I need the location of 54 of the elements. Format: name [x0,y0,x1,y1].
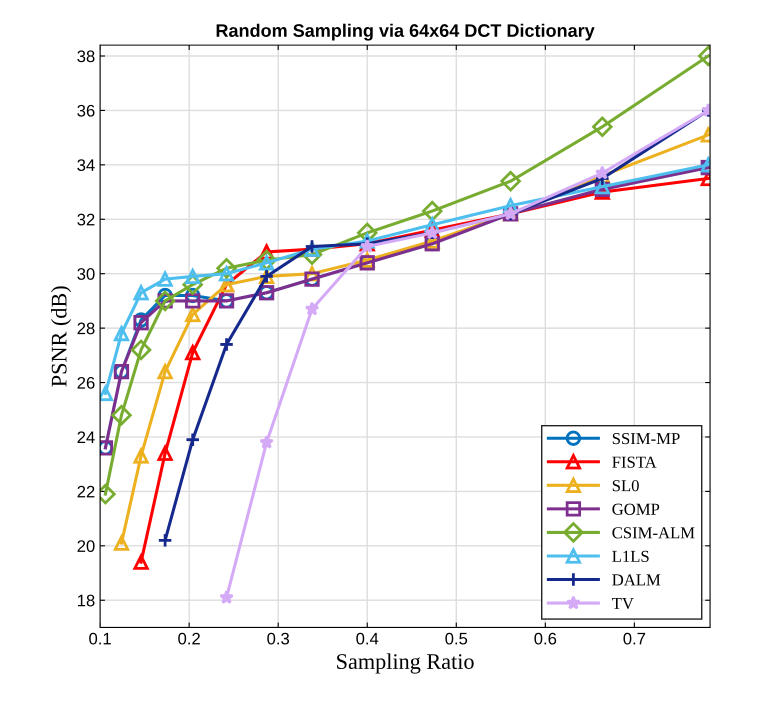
point [114,326,130,342]
y-tick-label: 30 [77,268,95,280]
legend-label: SSIM-MP [612,433,680,444]
x-tick-label: 0.3 [267,632,290,645]
legend-label: DALM [612,574,660,586]
point [133,315,149,330]
legend-label: FISTA [612,456,657,468]
y-tick-label: 28 [78,322,95,334]
point [259,434,274,449]
point [594,165,610,180]
point [185,432,200,448]
y-tick-label: 32 [77,214,94,226]
y-tick-label: 34 [77,159,95,172]
y-tick-label: 22 [78,486,94,498]
point [157,532,173,548]
x-tick-label: 0.1 [89,632,111,645]
x-tick-label: 0.5 [445,632,468,645]
y-tick-label: 20 [78,540,95,552]
point [157,272,173,287]
point [219,590,234,604]
point [130,340,152,360]
point [185,344,200,360]
legend-label: CSIM-ALM [612,527,695,538]
x-axis-title: Sampling Ratio [337,653,474,674]
point [133,285,149,300]
legend-label: TV [612,598,634,610]
x-tick-label: 0.4 [356,632,378,645]
point [185,293,200,309]
x-tick-label: 0.7 [623,632,646,645]
point [114,535,130,551]
chart-title: Random Sampling via 64x64 DCT Dictionary [216,24,595,41]
legend-label: L1LS [612,550,649,562]
point [304,238,320,254]
point [185,306,200,322]
point [218,336,234,352]
point [157,446,173,461]
y-tick-label: 18 [78,594,95,606]
x-tick-label: 0.2 [178,632,200,645]
point [500,170,521,192]
y-tick-label: 36 [77,104,95,117]
legend-label: SL0 [612,480,639,492]
x-tick-label: 0.6 [534,632,556,645]
legend-label: GOMP [612,504,660,515]
y-axis-title: PSNR (dB) [50,286,72,387]
y-tick-label: 38 [77,50,95,62]
point [592,116,613,137]
point [133,448,149,464]
point [133,554,149,570]
y-tick-label: 26 [78,376,95,389]
point [111,404,132,426]
point [157,364,173,380]
point [304,301,320,316]
point [422,200,442,222]
y-tick-label: 24 [78,431,95,444]
